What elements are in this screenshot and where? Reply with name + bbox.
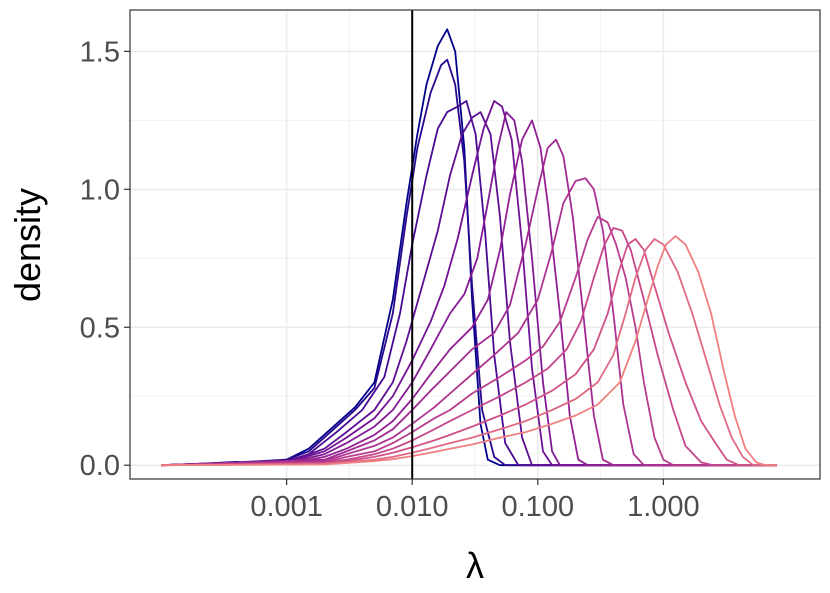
y-tick-label: 0.0 [80,450,120,482]
series-line-12 [161,238,777,467]
x-axis: 0.001 0.010 0.100 1.000 [250,479,700,523]
series-lines [161,28,777,467]
x-tick-label: 0.010 [376,491,449,523]
y-tick-label: 0.5 [80,312,120,344]
series-line-14 [161,235,777,467]
series-line-10 [161,216,777,467]
series-line-11 [161,227,777,467]
x-tick-label: 1.000 [627,491,700,523]
y-tick-label: 1.0 [80,174,120,206]
x-tick-label: 0.001 [250,491,323,523]
series-line-13 [161,238,777,467]
series-line-6 [161,111,777,467]
plot-panel-border [129,9,821,480]
y-tick-label: 1.5 [80,36,120,68]
x-tick-label: 0.100 [502,491,575,523]
series-line-8 [161,138,777,467]
y-axis-title: density [7,188,48,302]
y-axis: 0.0 0.5 1.0 1.5 [80,36,130,482]
series-line-5 [161,100,777,467]
series-line-7 [161,119,777,467]
grid-minor [130,10,820,479]
x-axis-title: λ [466,545,484,586]
